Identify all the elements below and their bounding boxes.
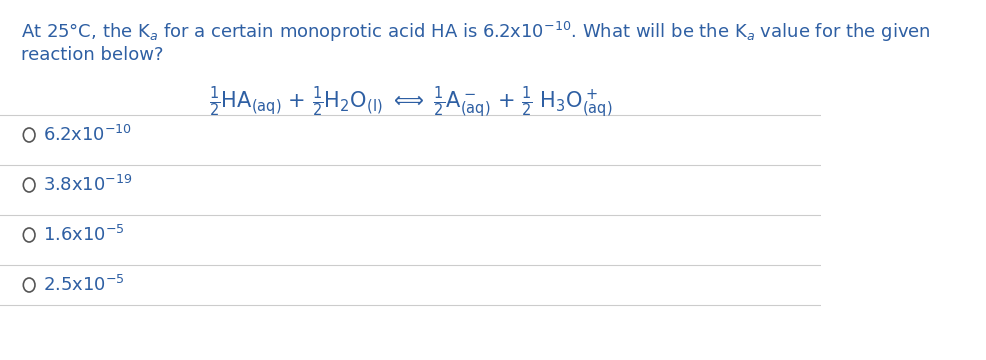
Text: $\frac{1}{2}$HA$_{\rm (aq)}$ + $\frac{1}{2}$H$_2$O$_{\rm (l)}$ $\Longleftrightar: $\frac{1}{2}$HA$_{\rm (aq)}$ + $\frac{1}… — [209, 84, 612, 120]
Text: 1.6x10$^{-5}$: 1.6x10$^{-5}$ — [43, 225, 125, 245]
Text: 2.5x10$^{-5}$: 2.5x10$^{-5}$ — [43, 275, 125, 295]
Text: reaction below?: reaction below? — [21, 46, 164, 64]
Text: 3.8x10$^{-19}$: 3.8x10$^{-19}$ — [43, 175, 133, 195]
Text: 6.2x10$^{-10}$: 6.2x10$^{-10}$ — [43, 125, 132, 145]
Text: At 25°C, the K$_a$ for a certain monoprotic acid HA is 6.2x10$^{-10}$. What will: At 25°C, the K$_a$ for a certain monopro… — [21, 20, 931, 44]
